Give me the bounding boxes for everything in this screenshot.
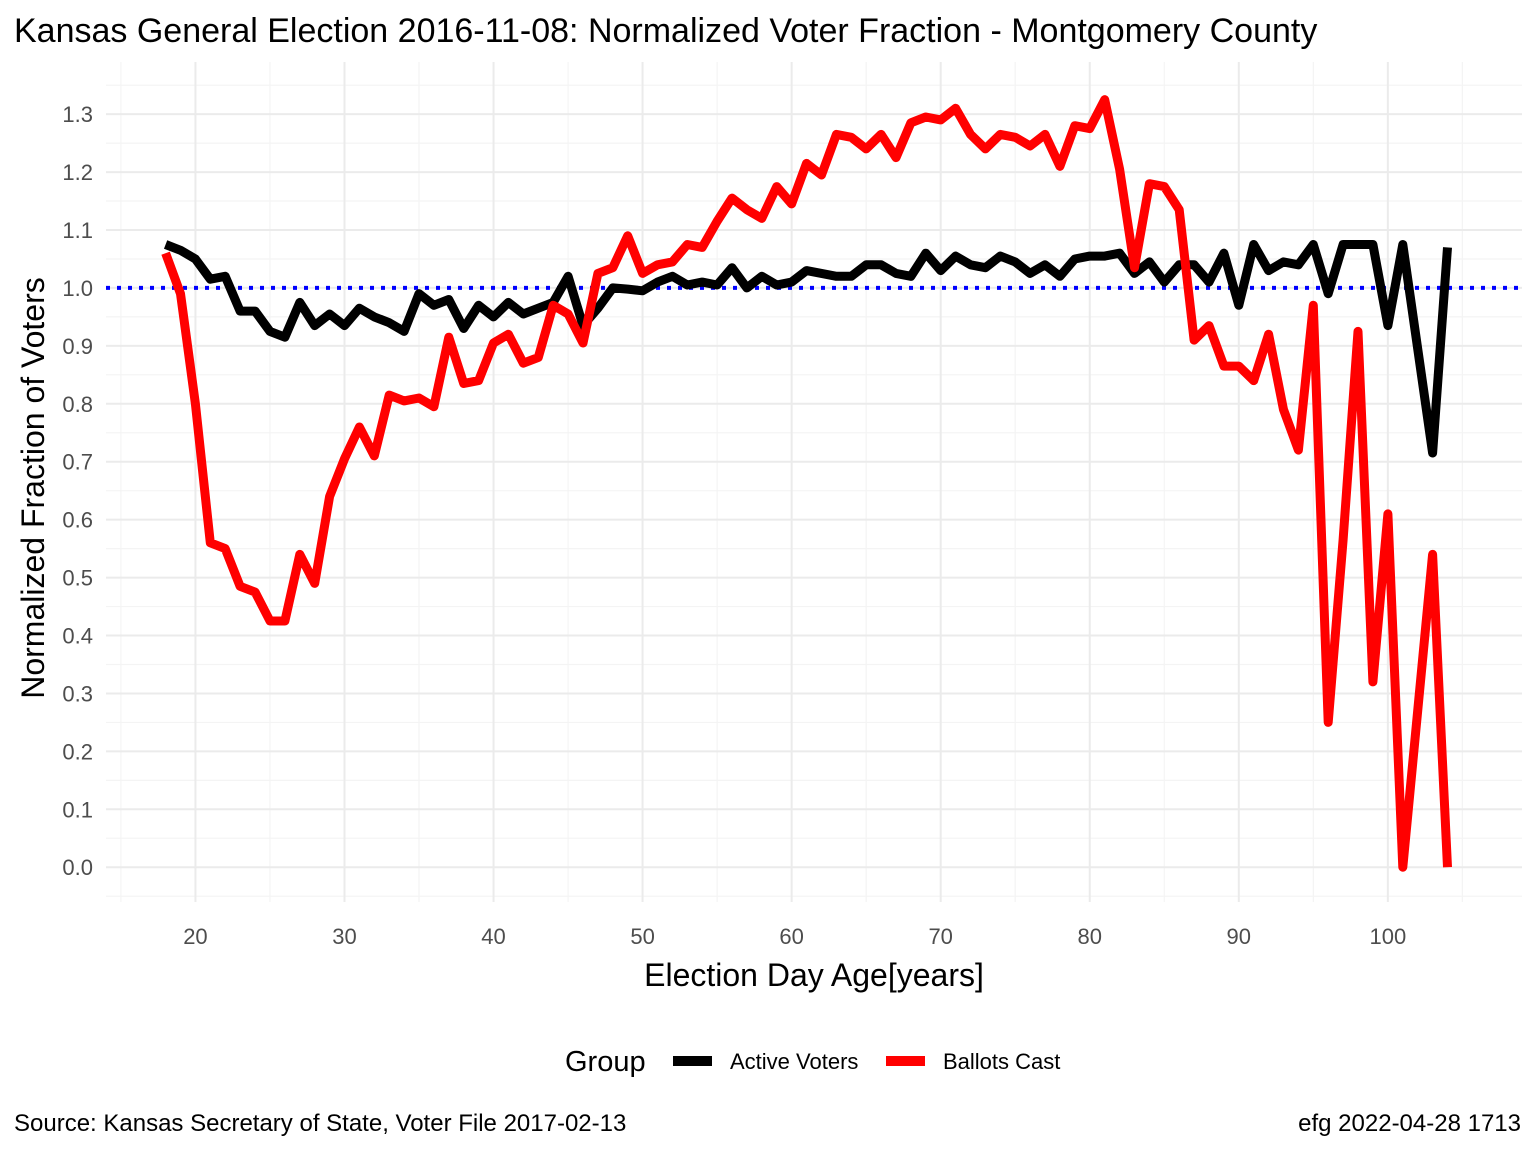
- minor-gridlines-y: [106, 84, 1522, 897]
- y-axis-title: Normalized Fraction of Voters: [15, 277, 51, 699]
- y-tick-label: 1.3: [62, 102, 93, 127]
- legend-title: Group: [565, 1046, 646, 1078]
- y-tick-label: 0.4: [62, 624, 93, 649]
- x-axis-title: Election Day Age[years]: [644, 957, 984, 993]
- y-tick-label: 0.6: [62, 508, 93, 533]
- y-tick-label: 0.0: [62, 855, 93, 880]
- y-tick-label: 0.1: [62, 797, 93, 822]
- series-line-active-voters: [163, 240, 1452, 458]
- x-tick-label: 90: [1227, 924, 1251, 949]
- x-tick-label: 80: [1078, 924, 1102, 949]
- y-tick-label: 0.9: [62, 334, 93, 359]
- source-caption: Source: Kansas Secretary of State, Voter…: [14, 1110, 626, 1137]
- x-tick-label: 60: [779, 924, 803, 949]
- y-tick-label: 1.0: [62, 276, 93, 301]
- legend: Group Active Voters Ballots Cast: [565, 1046, 1060, 1078]
- x-tick-label: 70: [928, 924, 952, 949]
- y-tick-label: 1.1: [62, 218, 93, 243]
- y-tick-label: 0.7: [62, 450, 93, 475]
- y-tick-label: 0.8: [62, 392, 93, 417]
- major-gridlines-y: [106, 113, 1522, 869]
- x-tick-label: 20: [183, 924, 207, 949]
- y-tick-label: 1.2: [62, 160, 93, 185]
- legend-label-ballots-cast: Ballots Cast: [943, 1049, 1060, 1074]
- x-tick-label: 40: [481, 924, 505, 949]
- y-tick-label: 0.3: [62, 681, 93, 706]
- major-gridlines-x: [194, 62, 1389, 902]
- y-tick-label: 0.2: [62, 739, 93, 764]
- x-tick-label: 100: [1369, 924, 1406, 949]
- chart-title: Kansas General Election 2016-11-08: Norm…: [14, 12, 1317, 50]
- author-caption: efg 2022-04-28 1713: [1298, 1110, 1521, 1137]
- x-tick-label: 30: [332, 924, 356, 949]
- y-tick-label: 0.5: [62, 566, 93, 591]
- minor-gridlines-x: [120, 62, 1463, 902]
- series-lines: [161, 95, 1452, 872]
- series-line-ballots-cast: [161, 95, 1452, 872]
- legend-label-active-voters: Active Voters: [730, 1049, 858, 1074]
- y-axis-tick-labels: 0.0 0.1 0.2 0.3 0.4 0.5 0.6 0.7 0.8 0.9 1.0 1.1 1.2 1…: [62, 102, 93, 880]
- x-tick-label: 50: [630, 924, 654, 949]
- x-axis-tick-labels: 20 30 40 50 60 70 80 90 100: [183, 924, 1406, 949]
